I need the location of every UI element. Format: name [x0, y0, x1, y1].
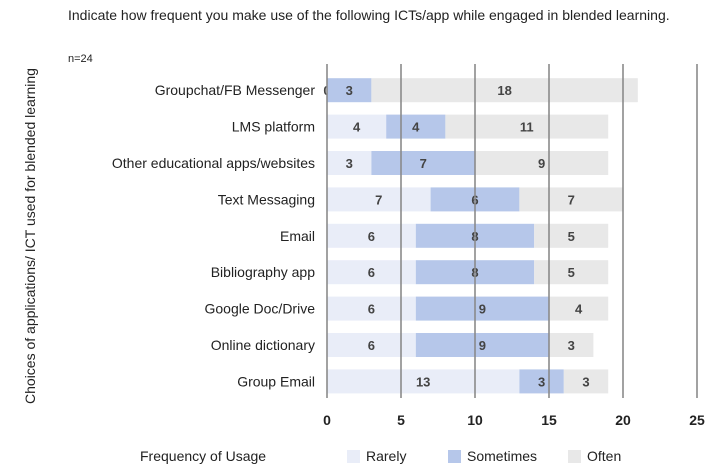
- bar-sometimes: [519, 369, 564, 394]
- bar-sometimes: [415, 296, 549, 321]
- bar-often: [475, 151, 609, 175]
- category-label: Other educational apps/websites: [112, 155, 315, 171]
- data-label-often: 4: [575, 302, 583, 317]
- data-label-sometimes: 3: [538, 374, 545, 389]
- bar-sometimes: [371, 151, 475, 175]
- data-label-rarely: 6: [368, 302, 375, 317]
- data-label-rarely: 4: [353, 120, 361, 135]
- legend-label-often: Often: [587, 448, 622, 464]
- category-label: Online dictionary: [211, 337, 315, 353]
- bar-often: [549, 296, 609, 321]
- bar-sometimes: [415, 333, 549, 357]
- data-label-often: 18: [497, 83, 511, 98]
- x-tick-label: 5: [397, 412, 405, 428]
- data-label-often: 5: [568, 229, 575, 244]
- data-label-rarely: 13: [416, 374, 430, 389]
- data-label-rarely: 3: [346, 156, 353, 171]
- data-label-sometimes: 9: [479, 338, 486, 353]
- data-label-rarely: 6: [368, 265, 375, 280]
- category-label: Email: [280, 228, 315, 244]
- legend-label-rarely: Rarely: [366, 448, 407, 464]
- legend-item-often: Often: [568, 448, 621, 464]
- sample-size-label: n=24: [68, 53, 93, 65]
- bar-often: [519, 187, 623, 212]
- legend-swatch-rarely: [347, 449, 360, 463]
- bar-rarely: [327, 369, 520, 394]
- bar-often: [534, 260, 609, 285]
- data-label-often: 5: [568, 265, 575, 280]
- data-label-often: 11: [520, 120, 534, 135]
- legend-swatch-sometimes: [448, 449, 461, 463]
- x-tick-label: 25: [689, 412, 705, 428]
- data-label-sometimes: 3: [346, 83, 353, 98]
- data-label-sometimes: 7: [420, 156, 427, 171]
- data-label-rarely: 6: [368, 338, 375, 353]
- data-label-often: 3: [582, 374, 589, 389]
- bar-often: [371, 78, 638, 103]
- bar-rarely: [327, 114, 387, 139]
- bar-rarely: [327, 187, 431, 212]
- data-label-often: 3: [568, 338, 575, 353]
- data-label-sometimes: 4: [412, 120, 420, 135]
- data-label-often: 7: [568, 192, 575, 207]
- bar-often: [534, 223, 609, 248]
- data-label-often: 9: [538, 156, 545, 171]
- bar-often: [549, 333, 594, 357]
- legend: Frequency of Usage Rarely Sometimes Ofte…: [0, 448, 709, 468]
- category-label: Groupchat/FB Messenger: [155, 82, 316, 98]
- x-tick-label: 10: [467, 412, 483, 428]
- bar-sometimes: [327, 78, 372, 103]
- chart-title: Indicate how frequent you make use of th…: [68, 7, 670, 23]
- bar-rarely: [327, 151, 372, 175]
- bar-often: [445, 114, 609, 139]
- bar-often: [563, 369, 609, 394]
- legend-swatch-often: [568, 449, 581, 463]
- data-label-rarely: 6: [368, 229, 375, 244]
- data-label-rarely: 7: [375, 192, 382, 207]
- x-tick-label: 20: [615, 412, 631, 428]
- category-label: Text Messaging: [218, 191, 315, 207]
- data-label-sometimes: 9: [479, 302, 486, 317]
- x-tick-label: 15: [541, 412, 557, 428]
- category-label: Bibliography app: [211, 264, 316, 280]
- legend-item-rarely: Rarely: [347, 448, 406, 464]
- category-label: Group Email: [237, 373, 315, 389]
- category-label: LMS platform: [232, 119, 315, 135]
- legend-title: Frequency of Usage: [140, 448, 267, 464]
- bar-sometimes: [386, 114, 446, 139]
- x-tick-label: 0: [323, 412, 331, 428]
- legend-label-sometimes: Sometimes: [467, 448, 538, 464]
- legend-item-sometimes: Sometimes: [448, 448, 537, 464]
- category-label: Google Doc/Drive: [205, 301, 316, 317]
